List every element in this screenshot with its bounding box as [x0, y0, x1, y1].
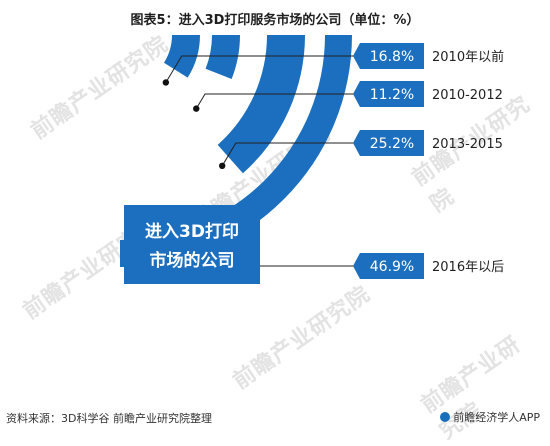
connector-line-3	[221, 142, 356, 167]
connector-line-1	[165, 55, 356, 83]
category-label-1: 2010年以前	[432, 49, 504, 65]
connector-dot-2	[193, 105, 200, 112]
source-note: 资料来源：3D科学谷 前瞻产业研究院整理	[6, 412, 212, 425]
category-label-2: 2010-2012	[432, 88, 503, 103]
category-label-3: 2013-2015	[432, 137, 503, 152]
value-label-3: 25.2%	[370, 136, 414, 152]
ring-segment-2	[205, 35, 240, 79]
logo-icon	[440, 412, 451, 422]
category-label-4: 2016年以后	[432, 260, 504, 275]
value-label-1: 16.8%	[370, 49, 414, 65]
value-label-box-4	[353, 253, 424, 279]
ring-segment-3	[217, 35, 305, 174]
chart-title: 图表5：进入3D打印服务市场的公司（单位：%）	[130, 13, 420, 28]
logo-text: 前瞻经济学人APP	[453, 411, 540, 424]
brand-logo: 前瞻经济学人APP	[440, 409, 540, 425]
center-label-box	[124, 205, 260, 284]
value-label-box-2	[353, 81, 424, 107]
value-label-box-3	[353, 130, 424, 156]
center-label-line-2: 市场的公司	[150, 250, 235, 271]
radial-bar-chart: 16.8% 2010年以前 11.2% 2010-2012 25.2% 2013-2015…	[120, 35, 504, 284]
connector-dot-3	[218, 162, 226, 170]
center-label-line-1: 进入3D打印	[145, 221, 239, 242]
value-label-box-1	[353, 43, 424, 69]
value-label-4: 46.9%	[370, 259, 414, 275]
connector-dot-1	[162, 79, 170, 86]
value-label-2: 11.2%	[370, 87, 414, 103]
label-group: 16.8% 2010年以前 11.2% 2010-2012 25.2% 2013-2015…	[353, 43, 504, 279]
connector-line-2	[195, 93, 356, 109]
